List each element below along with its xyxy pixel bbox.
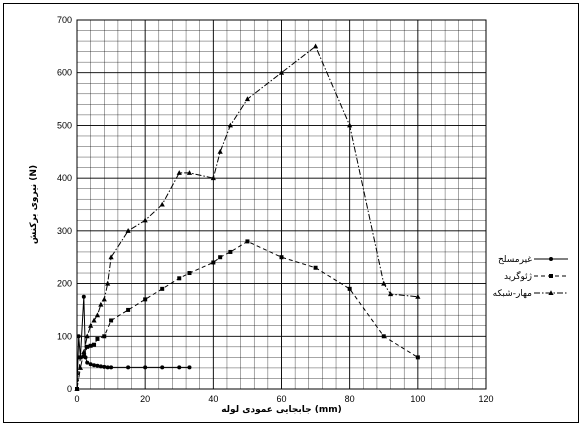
- data-point: [81, 349, 87, 355]
- x-tick-label: 80: [345, 394, 355, 404]
- y-tick-label: 0: [67, 384, 72, 394]
- data-point: [312, 43, 319, 49]
- tick-labels: 0 20 40 60 80 100 120 0 100 200 300 400 500 600 700: [57, 15, 494, 404]
- data-point: [177, 365, 182, 370]
- legend-marker: [548, 290, 554, 295]
- data-point: [78, 355, 83, 360]
- series: [74, 43, 421, 391]
- y-axis-title: نیروی برکنش (N): [29, 165, 39, 244]
- data-point: [102, 334, 107, 339]
- data-point: [81, 354, 86, 359]
- legend-item: مهار-شبکه: [493, 289, 568, 299]
- data-point: [415, 293, 421, 299]
- legend-label: مهار-شبکه: [493, 289, 533, 299]
- data-point: [387, 291, 394, 297]
- data-point: [211, 260, 216, 265]
- data-point: [160, 286, 165, 291]
- data-point: [95, 363, 100, 368]
- data-point: [84, 333, 90, 339]
- data-point: [98, 301, 104, 307]
- x-tick-label: 0: [74, 394, 79, 404]
- data-point: [76, 334, 81, 339]
- x-tick-label: 120: [478, 394, 493, 404]
- data-point: [143, 365, 148, 370]
- major-grid: [76, 19, 487, 390]
- x-tick-label: 40: [208, 394, 218, 404]
- data-point: [228, 249, 233, 254]
- data-point: [98, 364, 103, 369]
- data-point: [85, 360, 90, 365]
- legend-marker: [549, 257, 553, 261]
- data-point: [77, 365, 84, 370]
- data-point: [186, 170, 193, 175]
- data-point: [125, 228, 131, 233]
- data-point: [88, 322, 94, 328]
- data-point: [217, 148, 223, 154]
- data-point: [85, 344, 90, 349]
- series-3: [74, 43, 421, 391]
- data-point: [381, 280, 387, 286]
- data-point: [313, 265, 318, 270]
- data-point: [108, 254, 114, 260]
- data-point: [94, 312, 101, 318]
- data-point: [109, 318, 114, 323]
- y-tick-label: 700: [57, 15, 72, 25]
- x-tick-label: 100: [410, 394, 425, 404]
- legend-item: غیرمسلح: [498, 255, 568, 265]
- data-point: [143, 297, 148, 302]
- data-point: [278, 69, 285, 75]
- legend-item: ژئوگرید: [504, 270, 568, 282]
- data-point: [187, 365, 192, 370]
- data-point: [88, 343, 93, 348]
- data-point: [101, 296, 107, 302]
- y-tick-label: 500: [57, 120, 72, 130]
- x-tick-label: 20: [140, 394, 150, 404]
- data-point: [126, 365, 131, 370]
- legend: غیرمسلح ژئوگرید مهار-شبکه: [493, 255, 568, 299]
- data-point: [81, 294, 86, 299]
- data-point: [160, 365, 165, 370]
- data-point: [92, 363, 97, 368]
- y-tick-label: 100: [57, 331, 72, 341]
- y-tick-label: 400: [57, 173, 72, 183]
- data-point: [381, 334, 386, 339]
- y-tick-label: 600: [57, 68, 72, 78]
- data-point: [176, 170, 182, 175]
- data-point: [218, 255, 223, 260]
- data-point: [415, 355, 420, 360]
- series-1: [75, 294, 192, 391]
- data-point: [109, 365, 114, 370]
- x-tick-label: 60: [276, 394, 286, 404]
- data-point: [177, 276, 182, 281]
- data-point: [142, 217, 148, 223]
- data-point: [347, 122, 353, 128]
- y-tick-label: 300: [57, 226, 72, 236]
- data-point: [92, 342, 97, 347]
- legend-marker: [549, 274, 553, 278]
- data-point: [95, 336, 100, 341]
- legend-label: ژئوگرید: [504, 270, 532, 282]
- data-point: [347, 286, 352, 291]
- plot-area: [76, 19, 487, 390]
- data-point: [105, 280, 111, 286]
- data-point: [210, 175, 216, 181]
- data-point: [105, 365, 110, 370]
- y-tick-label: 200: [57, 279, 72, 289]
- data-point: [244, 96, 251, 102]
- data-point: [187, 271, 192, 276]
- data-point: [102, 364, 107, 369]
- legend-label: غیرمسلح: [498, 255, 532, 265]
- data-point: [91, 317, 97, 323]
- data-point: [279, 255, 284, 260]
- data-point: [227, 122, 233, 128]
- data-point: [74, 386, 80, 391]
- data-point: [245, 239, 250, 244]
- data-point: [159, 201, 165, 207]
- data-point: [126, 307, 131, 312]
- x-axis-title: جابجایی عمودی لوله (mm): [221, 405, 342, 415]
- data-point: [88, 362, 93, 367]
